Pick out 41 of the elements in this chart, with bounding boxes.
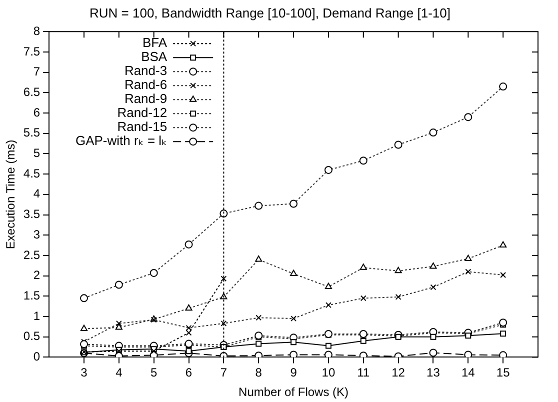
legend-label: Rand-12 [117, 105, 168, 120]
y-tick-label: 4 [33, 186, 40, 201]
legend-label: BSA [141, 49, 168, 64]
x-tick-label: 3 [80, 366, 88, 380]
legend-label: Rand-3 [124, 63, 168, 78]
legend-label: BFA [142, 35, 168, 50]
legend-label: Rand-9 [124, 91, 168, 106]
y-tick-label: 8 [33, 24, 40, 38]
x-tick-label: 11 [357, 366, 370, 380]
y-tick-label: 6.5 [23, 84, 40, 99]
x-tick-label: 9 [290, 366, 298, 380]
chart-title: RUN = 100, Bandwidth Range [10-100], Demand Range [1-10] [90, 5, 450, 20]
legend-label: Rand-6 [124, 77, 168, 92]
x-tick-label: 8 [255, 366, 262, 380]
x-tick-label: 6 [185, 366, 192, 380]
y-tick-label: 7 [33, 64, 40, 79]
y-tick-label: 7.5 [23, 44, 40, 58]
x-axis-title: Number of Flows (K) [238, 385, 349, 400]
x-tick-label: 4 [116, 366, 123, 380]
y-tick-label: 1 [33, 308, 40, 323]
y-tick-label: 0.5 [23, 329, 40, 344]
legend-label: GAP-with rₖ = lₖ [75, 133, 168, 148]
x-tick-label: 7 [220, 366, 228, 380]
y-tick-label: 5 [33, 146, 40, 160]
x-tick-label: 10 [322, 366, 336, 380]
y-tick-label: 3 [33, 227, 40, 242]
y-tick-label: 6 [33, 105, 40, 120]
y-tick-label: 5.5 [23, 126, 40, 140]
x-tick-label: 5 [150, 366, 158, 380]
x-tick-label: 14 [461, 366, 476, 380]
x-tick-label: 15 [496, 366, 510, 380]
y-tick-label: 2.5 [23, 248, 40, 262]
y-axis-title: Execution Time (ms) [4, 140, 18, 250]
x-tick-label: 12 [392, 366, 406, 380]
y-tick-label: 0 [33, 350, 40, 364]
y-tick-label: 1.5 [23, 288, 40, 302]
x-tick-label: 13 [426, 366, 440, 380]
y-tick-label: 3.5 [23, 207, 40, 222]
legend-label: Rand-15 [117, 119, 168, 134]
y-tick-label: 4.5 [23, 166, 40, 180]
y-tick-label: 2 [33, 268, 40, 282]
